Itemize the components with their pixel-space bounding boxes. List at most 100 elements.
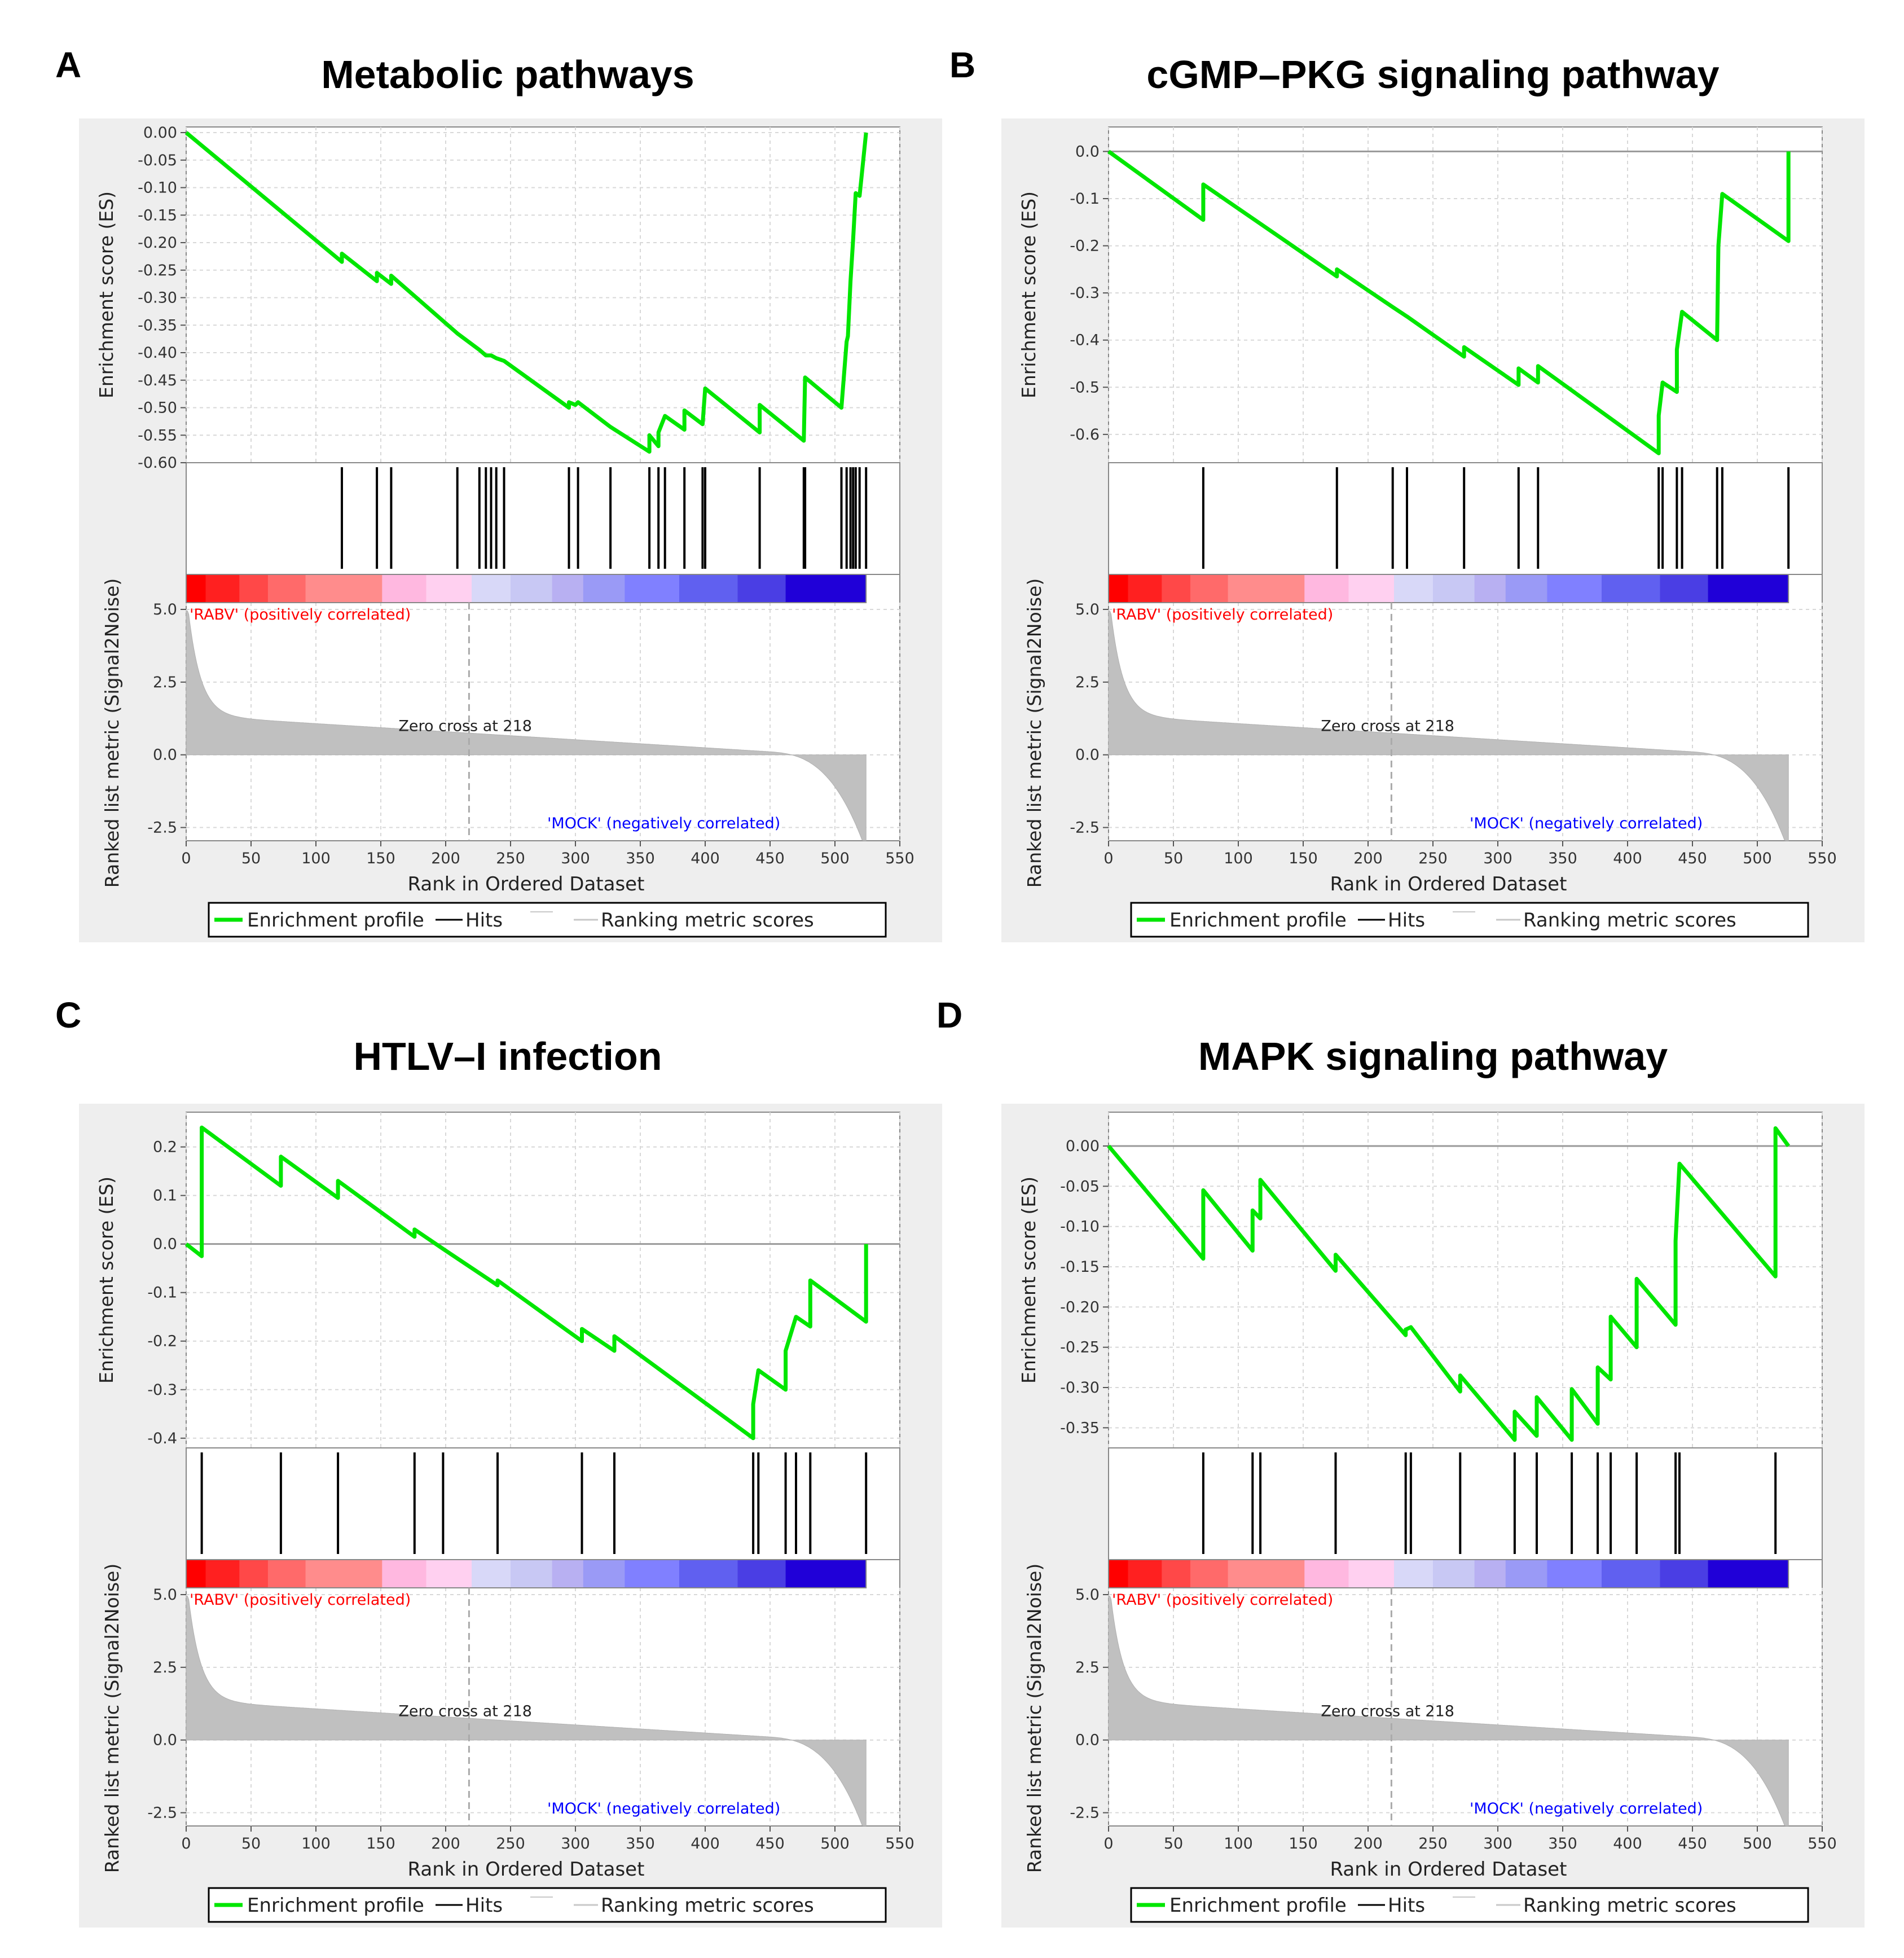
- es-tick-label: 0.0: [1075, 143, 1100, 160]
- legend: Enrichment profile Hits Ranking metric sco…: [1130, 1887, 1809, 1923]
- positive-correlation-label: 'RABV' (positively correlated): [1112, 1591, 1333, 1609]
- x-tick-label: 0: [1103, 1835, 1113, 1852]
- color-band-segment: [1304, 1560, 1349, 1588]
- x-tick-label: 300: [561, 1835, 590, 1852]
- x-tick-label: 150: [1289, 850, 1318, 867]
- positive-correlation-label: 'RABV' (positively correlated): [190, 606, 411, 624]
- metric-tick-label: -2.5: [1070, 819, 1100, 837]
- legend-hits-label: Hits: [465, 1894, 503, 1917]
- x-tick-label: 500: [1743, 850, 1772, 867]
- panel-title-d: MAPK signaling pathway: [1198, 1034, 1668, 1078]
- x-tick-label: 400: [691, 1835, 720, 1852]
- panel-letter-d: D: [936, 995, 963, 1035]
- x-tick-label: 50: [241, 850, 261, 867]
- color-band-segment: [1433, 1560, 1475, 1588]
- color-band-segment: [1708, 1560, 1789, 1588]
- x-tick-label: 400: [1613, 1835, 1642, 1852]
- es-tick-label: -0.10: [138, 179, 177, 197]
- color-band-segment: [1708, 574, 1789, 603]
- es-tick-label: -0.35: [1060, 1419, 1100, 1437]
- es-tick-label: -0.05: [138, 152, 177, 169]
- x-tick-label: 400: [1613, 850, 1642, 867]
- es-tick-label: -0.30: [1060, 1379, 1100, 1397]
- metric-tick-label: 2.5: [153, 674, 177, 691]
- zero-cross-label: Zero cross at 218: [1321, 718, 1454, 735]
- legend-profile-label: Enrichment profile: [1169, 1894, 1347, 1917]
- x-tick-label: 450: [1678, 850, 1707, 867]
- color-band-segment: [1602, 574, 1660, 603]
- es-axis-label: Enrichment score (ES): [1018, 1176, 1040, 1384]
- x-tick-label: 150: [366, 1835, 395, 1852]
- es-tick-label: -0.60: [138, 454, 177, 472]
- negative-correlation-label: 'MOCK' (negatively correlated): [1470, 1800, 1703, 1817]
- color-band-segment: [305, 574, 382, 603]
- color-band-segment: [426, 574, 472, 603]
- x-tick-label: 350: [626, 1835, 655, 1852]
- es-tick-label: -0.3: [1070, 284, 1100, 302]
- x-tick-label: 350: [1548, 1835, 1577, 1852]
- color-band-segment: [1109, 574, 1128, 603]
- legend-profile-label: Enrichment profile: [247, 1894, 424, 1917]
- ranking-metric-area: [186, 1596, 867, 1827]
- color-band-segment: [205, 574, 240, 603]
- legend-profile-label: Enrichment profile: [1169, 909, 1347, 932]
- x-tick-label: 0: [181, 1835, 191, 1852]
- gsea-chart-c: 0.2 0.1 0.0 -0.1 -0.2 -0.3 -0.4 5.0 2.5 0.0 -2.5 Ze…: [79, 1104, 942, 1928]
- enrichment-profile-line: [184, 1125, 868, 1441]
- color-band-segment: [1474, 1560, 1506, 1588]
- x-tick-label: 500: [820, 850, 850, 867]
- metric-tick-label: 5.0: [153, 601, 177, 618]
- legend: Enrichment profile Hits Ranking metric sco…: [208, 902, 887, 938]
- negative-correlation-label: 'MOCK' (negatively correlated): [1470, 815, 1703, 832]
- color-band-segment: [1228, 1560, 1305, 1588]
- plot-area: [1108, 126, 1823, 841]
- metric-tick-label: -2.5: [147, 819, 177, 837]
- es-tick-label: -0.3: [147, 1381, 177, 1399]
- color-band-segment: [426, 1560, 472, 1588]
- color-band-segment: [1660, 1560, 1709, 1588]
- metric-tick-label: 2.5: [1075, 1659, 1100, 1676]
- legend-hits-label: Hits: [1388, 1894, 1425, 1917]
- enrichment-profile-line: [1107, 150, 1791, 455]
- es-tick-label: -0.1: [147, 1284, 177, 1302]
- metric-tick-label: 5.0: [1075, 1586, 1100, 1604]
- es-tick-label: -0.05: [1060, 1178, 1100, 1195]
- x-axis-label: Rank in Ordered Dataset: [408, 873, 645, 895]
- color-band-segment: [205, 1560, 240, 1588]
- color-band-segment: [1348, 574, 1395, 603]
- color-band-segment: [1660, 574, 1709, 603]
- x-tick-label: 150: [366, 850, 395, 867]
- color-band-segment: [1602, 1560, 1660, 1588]
- color-band-segment: [679, 574, 738, 603]
- x-tick-label: 300: [1483, 1835, 1512, 1852]
- color-band-segment: [1162, 1560, 1191, 1588]
- x-tick-label: 450: [755, 850, 785, 867]
- panel-title-c: HTLV–I infection: [353, 1034, 662, 1078]
- gsea-chart-b: 0.0 -0.1 -0.2 -0.3 -0.4 -0.5 -0.6 5.0 2.5 0.0 -2.5…: [1001, 118, 1865, 942]
- color-band-segment: [382, 1560, 426, 1588]
- es-tick-label: 0.00: [1066, 1138, 1100, 1155]
- color-band-segment: [472, 574, 511, 603]
- x-tick-label: 550: [1808, 1835, 1837, 1852]
- x-tick-label: 250: [496, 1835, 525, 1852]
- x-tick-label: 150: [1289, 1835, 1318, 1852]
- color-band-segment: [239, 574, 269, 603]
- x-tick-label: 0: [181, 850, 191, 867]
- color-band-segment: [186, 574, 206, 603]
- metric-axis-label: Ranked list metric (Signal2Noise): [101, 578, 123, 888]
- color-band-segment: [552, 1560, 584, 1588]
- negative-correlation-label: 'MOCK' (negatively correlated): [547, 1800, 780, 1817]
- legend-box: [208, 1887, 887, 1923]
- panel-letter-c: C: [55, 995, 82, 1035]
- zero-cross-label: Zero cross at 218: [1321, 1703, 1454, 1720]
- x-tick-label: 200: [1353, 1835, 1383, 1852]
- es-axis-label: Enrichment score (ES): [95, 1176, 117, 1384]
- color-band-segment: [625, 1560, 680, 1588]
- es-tick-label: -0.30: [138, 289, 177, 307]
- legend-profile-label: Enrichment profile: [247, 909, 424, 932]
- color-band-segment: [511, 574, 553, 603]
- es-tick-label: -0.4: [147, 1430, 177, 1447]
- color-band-segment: [305, 1560, 382, 1588]
- color-band-segment: [1228, 574, 1305, 603]
- color-band-segment: [239, 1560, 269, 1588]
